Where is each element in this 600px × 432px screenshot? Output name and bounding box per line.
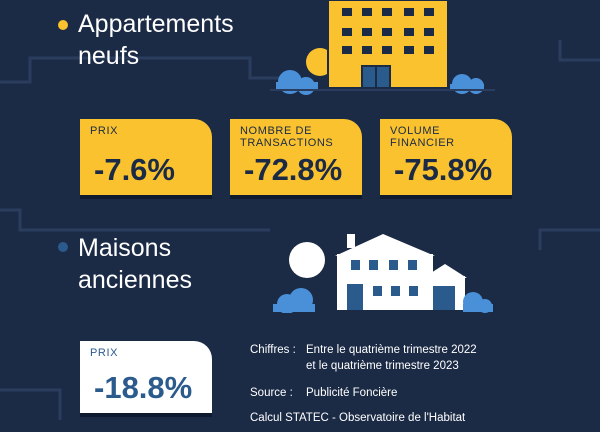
- section-title-appartements: Appartements neufs: [78, 10, 234, 70]
- apartment-building-icon: [270, 0, 495, 95]
- stat-card-prix-appartements: PRIX -7.6%: [80, 119, 212, 195]
- stat-card-transactions: NOMBRE DE TRANSACTIONS -72.8%: [230, 119, 362, 195]
- note-value: Publicité Foncière: [306, 387, 398, 399]
- card-label: PRIX: [90, 125, 119, 137]
- stat-card-prix-maisons: PRIX -18.8%: [80, 341, 212, 413]
- card-value: -72.8%: [244, 152, 343, 187]
- note-key: Chiffres :: [250, 344, 296, 356]
- houses-icon: [273, 234, 493, 313]
- note-calcul: Calcul STATEC - Observatoire de l'Habita…: [250, 412, 466, 424]
- section-title-maisons: Maisons anciennes: [78, 234, 192, 294]
- card-label: NOMBRE DE TRANSACTIONS: [240, 125, 334, 149]
- note-source: Source : Publicité Foncière: [250, 385, 397, 401]
- card-value: -7.6%: [94, 152, 175, 187]
- section-bullet: [58, 242, 68, 252]
- note-key: Source :: [250, 387, 293, 399]
- note-chiffres: Chiffres : Entre le quatrième trimestre 2…: [250, 342, 477, 374]
- stat-card-volume: VOLUME FINANCIER -75.8%: [380, 119, 512, 195]
- card-value: -18.8%: [94, 370, 193, 405]
- card-label: VOLUME FINANCIER: [390, 125, 455, 149]
- note-value: Entre le quatrième trimestre 2022 et le …: [306, 344, 477, 372]
- card-value: -75.8%: [394, 152, 493, 187]
- section-bullet: [58, 20, 68, 30]
- card-label: PRIX: [90, 347, 119, 359]
